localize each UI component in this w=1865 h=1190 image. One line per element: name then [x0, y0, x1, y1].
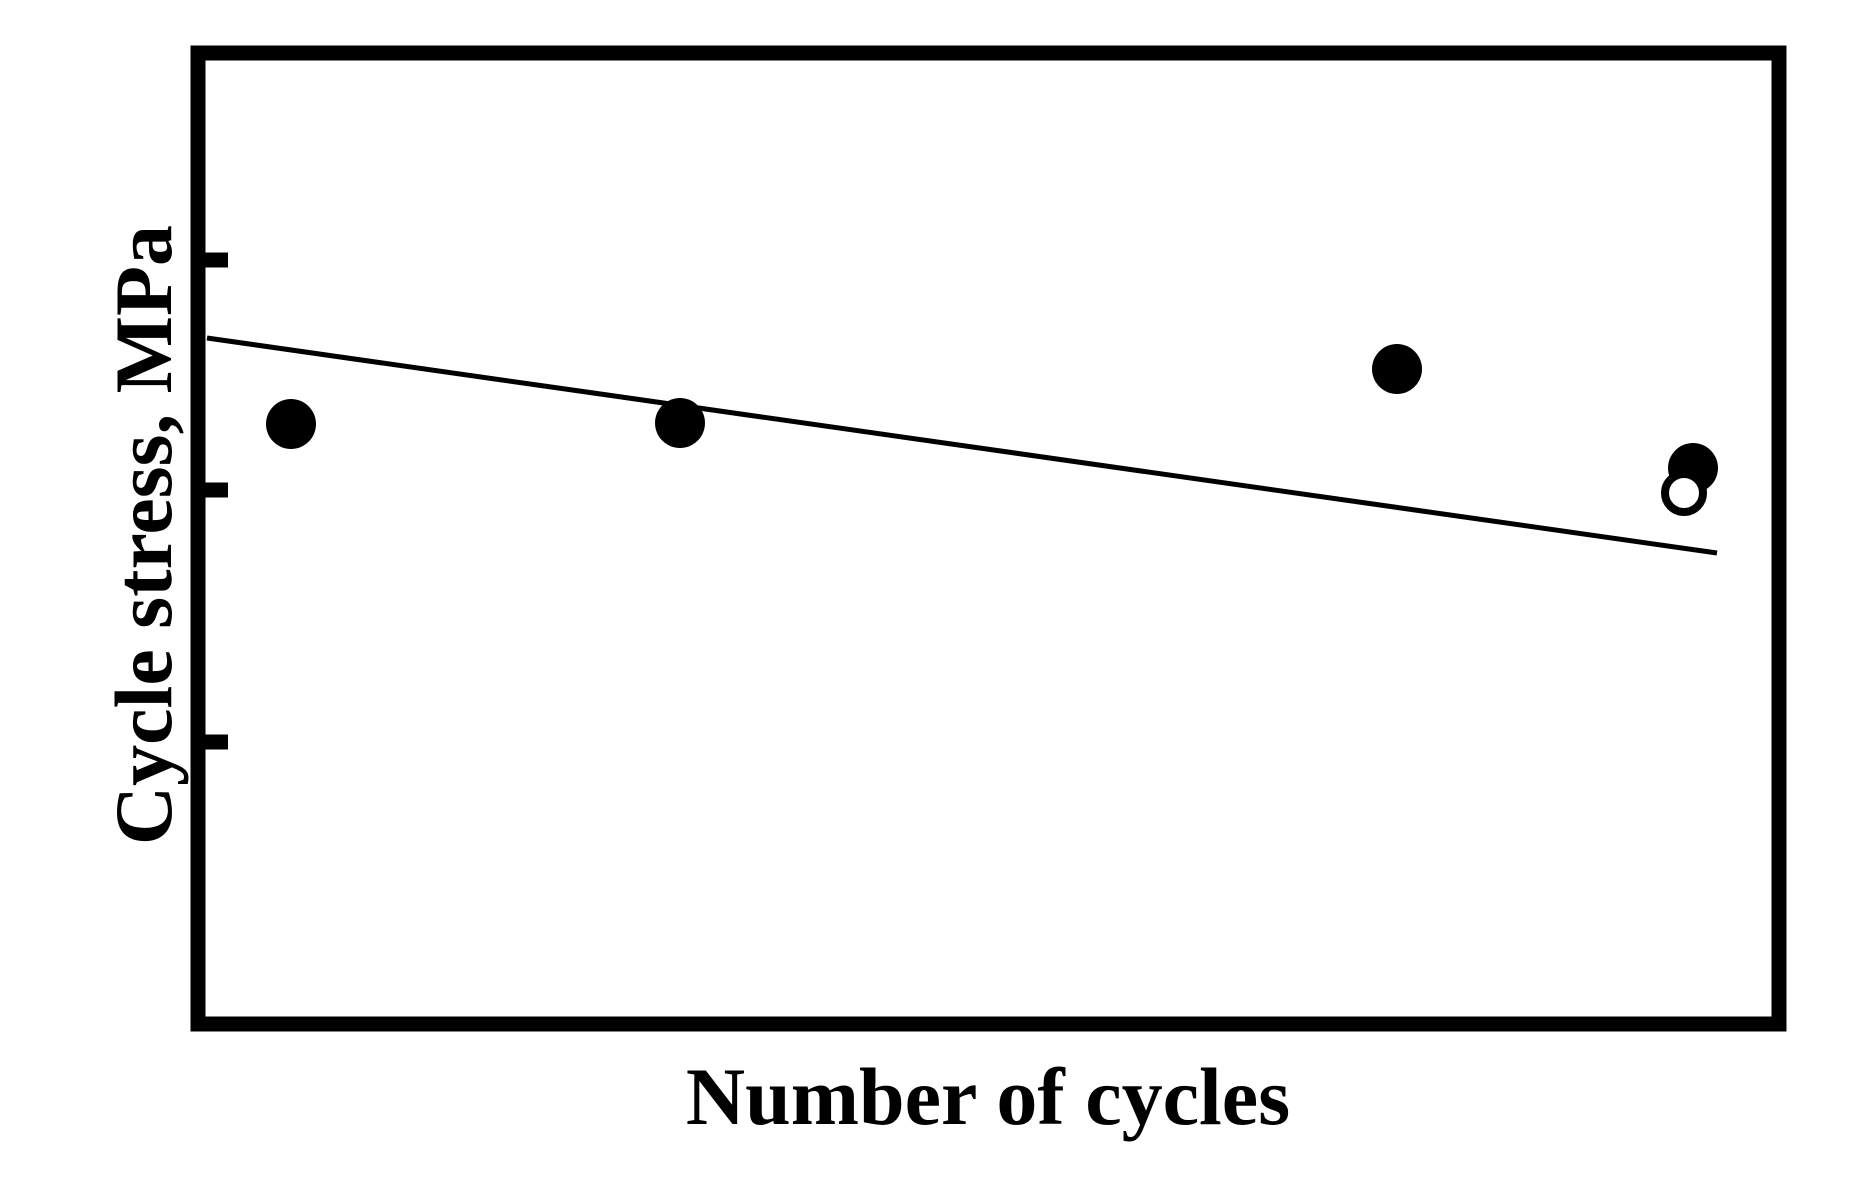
- plot-border: [190, 45, 1787, 1032]
- x-axis-label: Number of cycles: [685, 1051, 1291, 1142]
- trend-line: [206, 335, 1718, 556]
- data-point-filled: [266, 399, 316, 449]
- data-point-open: [1661, 470, 1707, 516]
- data-point-filled: [1372, 344, 1422, 394]
- data-point-filled: [655, 398, 705, 448]
- y-axis-label: Cycle stress, MPa: [98, 224, 189, 846]
